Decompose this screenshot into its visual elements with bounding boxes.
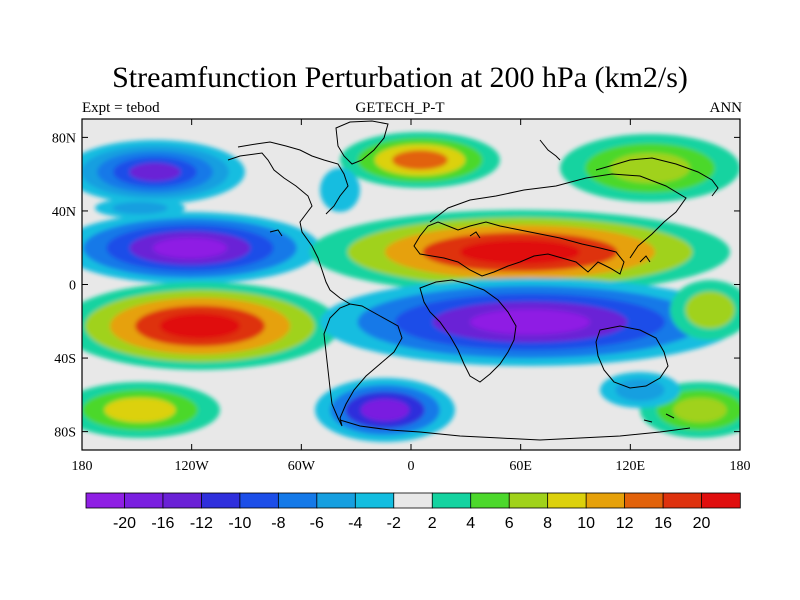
coastline-antarctica xyxy=(339,419,691,441)
contour-band-4-3 xyxy=(360,398,410,422)
lat-tick-label: 40N xyxy=(52,205,76,220)
contour-band-0-4 xyxy=(129,162,181,182)
contour-band-5-4 xyxy=(460,240,580,264)
coastline-greenland xyxy=(335,120,389,165)
colorbar-label: 2 xyxy=(428,515,437,532)
lon-tick-label: 180 xyxy=(730,459,751,474)
colorbar-swatch xyxy=(547,492,587,509)
contour-band-11-1 xyxy=(112,201,168,215)
colorbar-label: -16 xyxy=(151,515,174,532)
lat-tick-label: 0 xyxy=(69,279,76,294)
colorbar-swatch xyxy=(393,492,433,509)
colorbar-label: 6 xyxy=(505,515,514,532)
colorbar-swatch xyxy=(162,492,203,509)
map-panel xyxy=(82,119,740,450)
coastline-islands xyxy=(269,229,675,423)
contour-band-3-2 xyxy=(104,397,176,423)
colorbar-label: 4 xyxy=(466,515,475,532)
colorbar-swatch xyxy=(624,492,664,509)
colorbar-swatch xyxy=(431,492,472,509)
experiment-label: Expt = tebod xyxy=(82,100,160,116)
map-title: Streamfunction Perturbation at 200 hPa (… xyxy=(112,61,688,94)
colorbar-label: 16 xyxy=(654,515,672,532)
lon-tick-label: 120W xyxy=(175,459,210,474)
colorbar-label: -8 xyxy=(271,515,285,532)
lon-tick-label: 180 xyxy=(72,459,93,474)
coastline-arctic-russia xyxy=(539,139,719,197)
colorbar-swatch xyxy=(277,492,318,509)
coastline-canada-north xyxy=(237,141,349,215)
colorbar-label: -20 xyxy=(113,515,136,532)
colorbar-swatch xyxy=(316,492,356,509)
colorbar-label: 10 xyxy=(577,515,595,532)
lat-tick-label: 80S xyxy=(54,426,76,441)
colorbar-swatch xyxy=(239,492,280,509)
contour-band-10-2 xyxy=(673,397,727,423)
contour-band-6-4 xyxy=(470,309,590,335)
colorbar-label: 8 xyxy=(543,515,552,532)
colorbar-swatch xyxy=(470,492,510,509)
colorbar-swatch xyxy=(701,492,741,509)
colorbar-swatch xyxy=(662,492,703,509)
colorbar: -20 -16 -12 -10 -8 -6 -4 -2 2 4 6 8 10 12 16 20 xyxy=(85,492,741,532)
contour-band-8-2 xyxy=(610,152,690,184)
contour-band-12-0 xyxy=(320,168,360,212)
coastline-eurasia xyxy=(413,221,625,277)
contour-band-7-3 xyxy=(392,150,448,170)
period-label: ANN xyxy=(709,100,743,116)
lon-tick-label: 0 xyxy=(408,459,415,474)
lon-tick-label: 60E xyxy=(509,459,532,474)
coastline-eurasia-north xyxy=(429,173,687,259)
lon-tick-label: 120E xyxy=(616,459,646,474)
contour-band-1-4 xyxy=(152,237,228,259)
contour-band-9-1 xyxy=(685,291,735,329)
colorbar-label: -4 xyxy=(348,515,362,532)
colorbar-swatch xyxy=(124,492,164,509)
axis-ticks: 180 120W 60W 0 60E 120E 180 80N 40N 0 40S 80S xyxy=(52,119,751,474)
contour-fields xyxy=(82,132,740,442)
colorbar-label: -10 xyxy=(228,515,251,532)
colorbar-swatch xyxy=(354,492,395,509)
colorbar-label: 12 xyxy=(616,515,634,532)
colorbar-swatch xyxy=(585,492,626,509)
coastline-south-america xyxy=(323,303,403,427)
colorbar-label: -6 xyxy=(310,515,324,532)
colorbar-swatch xyxy=(508,492,549,509)
lat-tick-label: 80N xyxy=(52,131,76,146)
coastline-australia xyxy=(595,325,669,389)
contour-band-13-1 xyxy=(615,378,665,402)
colorbar-swatch xyxy=(85,492,126,509)
colorbar-label: -12 xyxy=(190,515,213,532)
colorbar-swatch xyxy=(201,492,241,509)
coastlines xyxy=(227,120,719,441)
colorbar-label: -2 xyxy=(387,515,401,532)
coastline-africa xyxy=(419,279,517,383)
dataset-label: GETECH_P-T xyxy=(355,100,445,116)
lon-tick-label: 60W xyxy=(288,459,316,474)
contour-band-2-4 xyxy=(160,313,240,339)
lat-tick-label: 40S xyxy=(54,352,76,367)
coastline-north-america xyxy=(227,152,351,305)
colorbar-label: 20 xyxy=(693,515,711,532)
